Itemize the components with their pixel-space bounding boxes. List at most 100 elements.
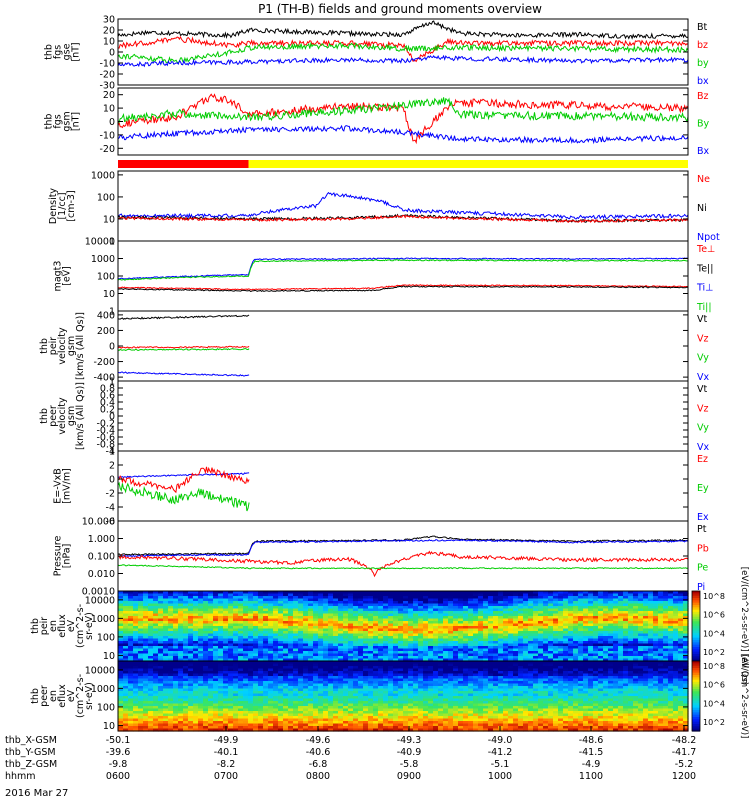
spectrogram-cell bbox=[208, 651, 214, 655]
spectrogram-cell bbox=[338, 656, 344, 660]
spectrogram-cell bbox=[228, 656, 234, 660]
spectrogram-cell bbox=[573, 641, 579, 645]
spectrogram-cell bbox=[263, 658, 269, 662]
spectrogram-cell bbox=[173, 711, 179, 715]
spectrogram-cell bbox=[528, 593, 534, 597]
spectrogram-cell bbox=[178, 596, 184, 600]
spectrogram-cell bbox=[283, 648, 289, 652]
spectrogram-cell bbox=[283, 626, 289, 630]
spectrogram-cell bbox=[463, 601, 469, 605]
spectrogram-cell bbox=[148, 716, 154, 720]
spectrogram-cell bbox=[353, 726, 359, 730]
spectrogram-cell bbox=[603, 646, 609, 650]
spectrogram-cell bbox=[223, 686, 229, 690]
spectrogram-cell bbox=[143, 703, 149, 707]
spectrogram-cell bbox=[118, 721, 124, 725]
spectrogram-cell bbox=[263, 626, 269, 630]
spectrogram-cell bbox=[238, 708, 244, 712]
spectrogram-cell bbox=[228, 693, 234, 697]
spectrogram-cell bbox=[378, 641, 384, 645]
spectrogram-cell bbox=[263, 706, 269, 710]
spectrogram-cell bbox=[218, 726, 224, 730]
spectrogram-cell bbox=[428, 598, 434, 602]
spectrogram-cell bbox=[278, 656, 284, 660]
spectrogram-cell bbox=[233, 726, 239, 730]
spectrogram-cell bbox=[373, 713, 379, 717]
spectrogram-cell bbox=[573, 633, 579, 637]
spectrogram-cell bbox=[338, 626, 344, 630]
spectrogram-cell bbox=[123, 653, 129, 657]
spectrogram-cell bbox=[323, 688, 329, 692]
spectrogram-cell bbox=[473, 623, 479, 627]
spectrogram-cell bbox=[368, 633, 374, 637]
spectrogram-cell bbox=[593, 646, 599, 650]
spectrogram-cell bbox=[393, 638, 399, 642]
spectrogram-cell bbox=[563, 591, 569, 595]
spectrogram-cell bbox=[293, 711, 299, 715]
spectrogram-cell bbox=[498, 606, 504, 610]
spectrogram-cell bbox=[403, 621, 409, 625]
spectrogram-cell bbox=[523, 646, 529, 650]
spectrogram-cell bbox=[358, 648, 364, 652]
spectrogram-cell bbox=[343, 601, 349, 605]
spectrogram-cell bbox=[468, 616, 474, 620]
spectrogram-cell bbox=[568, 628, 574, 632]
spectrogram-cell bbox=[323, 691, 329, 695]
spectrogram-cell bbox=[158, 681, 164, 685]
spectrogram-cell bbox=[443, 648, 449, 652]
spectrogram-cell bbox=[678, 596, 684, 600]
spectrogram-cell bbox=[333, 726, 339, 730]
spectrogram-cell bbox=[308, 723, 314, 727]
spectrogram-cell bbox=[428, 603, 434, 607]
spectrogram-cell bbox=[273, 691, 279, 695]
spectrogram-cell bbox=[658, 643, 664, 647]
spectrogram-cell bbox=[123, 656, 129, 660]
spectrogram-cell bbox=[628, 643, 634, 647]
spectrogram-cell bbox=[418, 621, 424, 625]
spectrogram-cell bbox=[143, 671, 149, 675]
spectrogram-cell bbox=[143, 643, 149, 647]
spectrogram-cell bbox=[348, 693, 354, 697]
spectrogram-cell bbox=[338, 593, 344, 597]
spectrogram-cell bbox=[483, 601, 489, 605]
spectrogram-cell bbox=[613, 631, 619, 635]
spectrogram-cell bbox=[683, 591, 689, 595]
spectrogram-cell bbox=[193, 666, 199, 670]
spectrogram-cell bbox=[183, 616, 189, 620]
spectrogram-cell bbox=[228, 623, 234, 627]
spectrogram-cell bbox=[228, 621, 234, 625]
spectrogram-cell bbox=[153, 621, 159, 625]
colorbar-swatch bbox=[692, 640, 700, 643]
spectrogram-cell bbox=[628, 603, 634, 607]
spectrogram-cell bbox=[608, 638, 614, 642]
spectrogram-cell bbox=[193, 606, 199, 610]
spectrogram-cell bbox=[398, 633, 404, 637]
spectrogram-cell bbox=[333, 728, 339, 732]
spectrogram-cell bbox=[253, 713, 259, 717]
spectrogram-cell bbox=[588, 628, 594, 632]
panel-pressure: 0.00100.0100.1001.00010.000Pressure[nPa]… bbox=[53, 517, 709, 598]
spectrogram-cell bbox=[128, 611, 134, 615]
spectrogram-cell bbox=[318, 711, 324, 715]
spectrogram-cell bbox=[308, 656, 314, 660]
spectrogram-cell bbox=[278, 686, 284, 690]
spectrogram-cell bbox=[213, 653, 219, 657]
spectrogram-cell bbox=[263, 616, 269, 620]
spectrogram-cell bbox=[248, 656, 254, 660]
spectrogram-cell bbox=[313, 646, 319, 650]
spectrogram-cell bbox=[118, 611, 124, 615]
spectrogram-cell bbox=[413, 613, 419, 617]
spectrogram-cell bbox=[378, 643, 384, 647]
spectrogram-cell bbox=[283, 696, 289, 700]
spectrogram-cell bbox=[683, 608, 689, 612]
y-tick-label: 1 bbox=[109, 307, 115, 318]
spectrogram-cell bbox=[183, 721, 189, 725]
spectrogram-cell bbox=[433, 648, 439, 652]
spectrogram-cell bbox=[638, 611, 644, 615]
spectrogram-cell bbox=[423, 656, 429, 660]
spectrogram-cell bbox=[593, 651, 599, 655]
spectrogram-cell bbox=[298, 638, 304, 642]
spectrogram-cell bbox=[133, 698, 139, 702]
spectrogram-cell bbox=[398, 656, 404, 660]
spectrogram-cell bbox=[263, 593, 269, 597]
